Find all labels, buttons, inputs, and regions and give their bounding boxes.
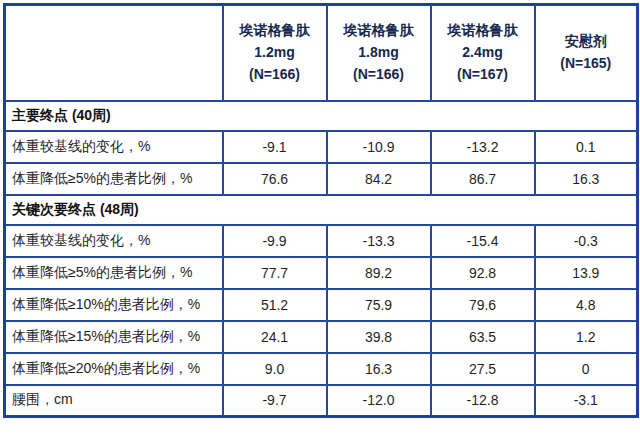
value-cell: -13.2 xyxy=(431,131,535,163)
value-cell: -13.3 xyxy=(327,225,431,257)
value-cell: 39.8 xyxy=(327,321,431,353)
value-cell: 92.8 xyxy=(431,257,535,289)
corner-cell xyxy=(5,5,223,101)
value-cell: 27.5 xyxy=(431,353,535,385)
value-cell: 16.3 xyxy=(327,353,431,385)
value-cell: 79.6 xyxy=(431,289,535,321)
value-cell: 63.5 xyxy=(431,321,535,353)
table-row: 体重降低≥5%的患者比例，% 77.7 89.2 92.8 13.9 xyxy=(5,257,638,289)
section-header-row: 关键次要终点 (48周) xyxy=(5,195,638,225)
value-cell: 84.2 xyxy=(327,163,431,195)
value-cell: -10.9 xyxy=(327,131,431,163)
value-cell: 13.9 xyxy=(535,257,638,289)
value-cell: 4.8 xyxy=(535,289,638,321)
column-header-dose-1.2mg: 埃诺格鲁肽 1.2mg (N=166) xyxy=(223,5,327,101)
column-header-placebo: 安慰剂 (N=165) xyxy=(535,5,638,101)
value-cell: 24.1 xyxy=(223,321,327,353)
value-cell: 76.6 xyxy=(223,163,327,195)
section-title-secondary-endpoints: 关键次要终点 (48周) xyxy=(5,195,638,225)
table-row: 体重降低≥20%的患者比例，% 9.0 16.3 27.5 0 xyxy=(5,353,638,385)
value-cell: 86.7 xyxy=(431,163,535,195)
section-header-row: 主要终点 (40周) xyxy=(5,101,638,131)
value-cell: -15.4 xyxy=(431,225,535,257)
row-label: 体重降低≥5%的患者比例，% xyxy=(5,257,223,289)
table-row: 体重降低≥5%的患者比例，% 76.6 84.2 86.7 16.3 xyxy=(5,163,638,195)
value-cell: 16.3 xyxy=(535,163,638,195)
table-row: 体重较基线的变化，% -9.1 -10.9 -13.2 0.1 xyxy=(5,131,638,163)
row-label: 体重降低≥20%的患者比例，% xyxy=(5,353,223,385)
table-row: 体重较基线的变化，% -9.9 -13.3 -15.4 -0.3 xyxy=(5,225,638,257)
value-cell: 77.7 xyxy=(223,257,327,289)
value-cell: -3.1 xyxy=(535,385,638,417)
column-header-dose-2.4mg: 埃诺格鲁肽 2.4mg (N=167) xyxy=(431,5,535,101)
section-title-primary-endpoint: 主要终点 (40周) xyxy=(5,101,638,131)
row-label: 体重降低≥15%的患者比例，% xyxy=(5,321,223,353)
page: 埃诺格鲁肽 1.2mg (N=166) 埃诺格鲁肽 1.8mg (N=166) … xyxy=(0,0,640,443)
value-cell: 9.0 xyxy=(223,353,327,385)
value-cell: 0.1 xyxy=(535,131,638,163)
value-cell: -9.9 xyxy=(223,225,327,257)
table-row: 腰围，cm -9.7 -12.0 -12.8 -3.1 xyxy=(5,385,638,417)
row-label: 腰围，cm xyxy=(5,385,223,417)
value-cell: 51.2 xyxy=(223,289,327,321)
row-label: 体重较基线的变化，% xyxy=(5,225,223,257)
table-header-row: 埃诺格鲁肽 1.2mg (N=166) 埃诺格鲁肽 1.8mg (N=166) … xyxy=(5,5,638,101)
row-label: 体重降低≥10%的患者比例，% xyxy=(5,289,223,321)
value-cell: -12.8 xyxy=(431,385,535,417)
value-cell: 0 xyxy=(535,353,638,385)
value-cell: -12.0 xyxy=(327,385,431,417)
row-label: 体重降低≥5%的患者比例，% xyxy=(5,163,223,195)
value-cell: 89.2 xyxy=(327,257,431,289)
table-row: 体重降低≥15%的患者比例，% 24.1 39.8 63.5 1.2 xyxy=(5,321,638,353)
table-row: 体重降低≥10%的患者比例，% 51.2 75.9 79.6 4.8 xyxy=(5,289,638,321)
value-cell: -0.3 xyxy=(535,225,638,257)
value-cell: 75.9 xyxy=(327,289,431,321)
clinical-results-table: 埃诺格鲁肽 1.2mg (N=166) 埃诺格鲁肽 1.8mg (N=166) … xyxy=(3,3,639,418)
value-cell: -9.1 xyxy=(223,131,327,163)
row-label: 体重较基线的变化，% xyxy=(5,131,223,163)
value-cell: 1.2 xyxy=(535,321,638,353)
column-header-dose-1.8mg: 埃诺格鲁肽 1.8mg (N=166) xyxy=(327,5,431,101)
value-cell: -9.7 xyxy=(223,385,327,417)
